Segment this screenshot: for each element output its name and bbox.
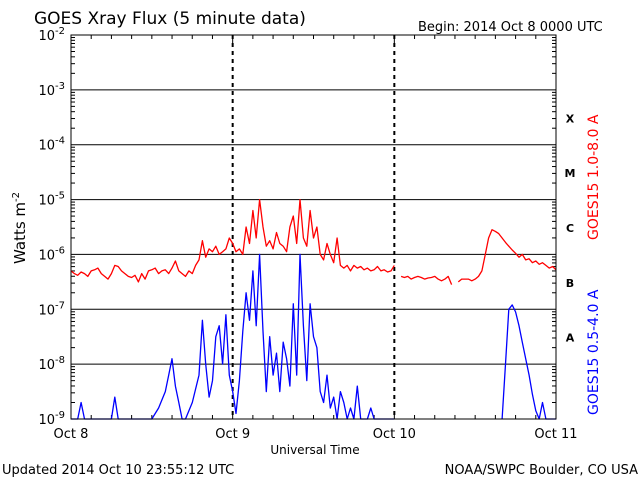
- flare-class-label: X: [566, 112, 575, 125]
- flare-class-labels: A B C M X: [565, 112, 576, 344]
- y-tick-label: 10-9: [38, 410, 65, 428]
- flare-class-label: C: [566, 222, 574, 235]
- x-axis-label: Universal Time: [270, 443, 359, 457]
- y-tick-label: 10-3: [38, 81, 65, 99]
- y-tick-label: 10-6: [38, 245, 65, 263]
- plot-grid: [70, 34, 557, 420]
- updated-timestamp: Updated 2014 Oct 10 23:55:12 UTC: [2, 463, 234, 478]
- plot-frame: [70, 34, 557, 420]
- y-tick-label: 10-8: [38, 355, 65, 373]
- flare-class-label: B: [566, 277, 574, 290]
- y-tick-label: 10-2: [38, 26, 65, 44]
- series-line-long-channel: [70, 198, 557, 285]
- chart-title: GOES Xray Flux (5 minute data): [34, 9, 306, 29]
- series-layer: [70, 198, 557, 420]
- credit-text: NOAA/SWPC Boulder, CO USA: [445, 463, 638, 478]
- y-tick-label: 10-4: [38, 136, 65, 154]
- x-tick-label: Oct 8: [54, 427, 89, 442]
- series-line-short-channel: [71, 253, 556, 420]
- x-tick-label: Oct 11: [534, 427, 577, 442]
- legend-long-channel: GOES15 1.0-8.0 A: [586, 114, 602, 240]
- y-axis-label: Watts m-2: [11, 192, 29, 264]
- y-tick-label: 10-5: [38, 191, 65, 209]
- y-tick-label: 10-7: [38, 300, 65, 318]
- flare-class-label: A: [566, 332, 575, 345]
- x-tick-label: Oct 9: [215, 427, 250, 442]
- flare-class-label: M: [565, 167, 576, 180]
- y-tick-labels: 10-9 10-8 10-7 10-6 10-5 10-4 10-3 10-2: [38, 26, 65, 428]
- begin-time: Begin: 2014 Oct 8 0000 UTC: [418, 20, 603, 35]
- x-tick-label: Oct 10: [373, 427, 416, 442]
- legend-short-channel: GOES15 0.5-4.0 A: [586, 289, 602, 415]
- x-tick-labels: Oct 8 Oct 9 Oct 10 Oct 11: [54, 427, 578, 442]
